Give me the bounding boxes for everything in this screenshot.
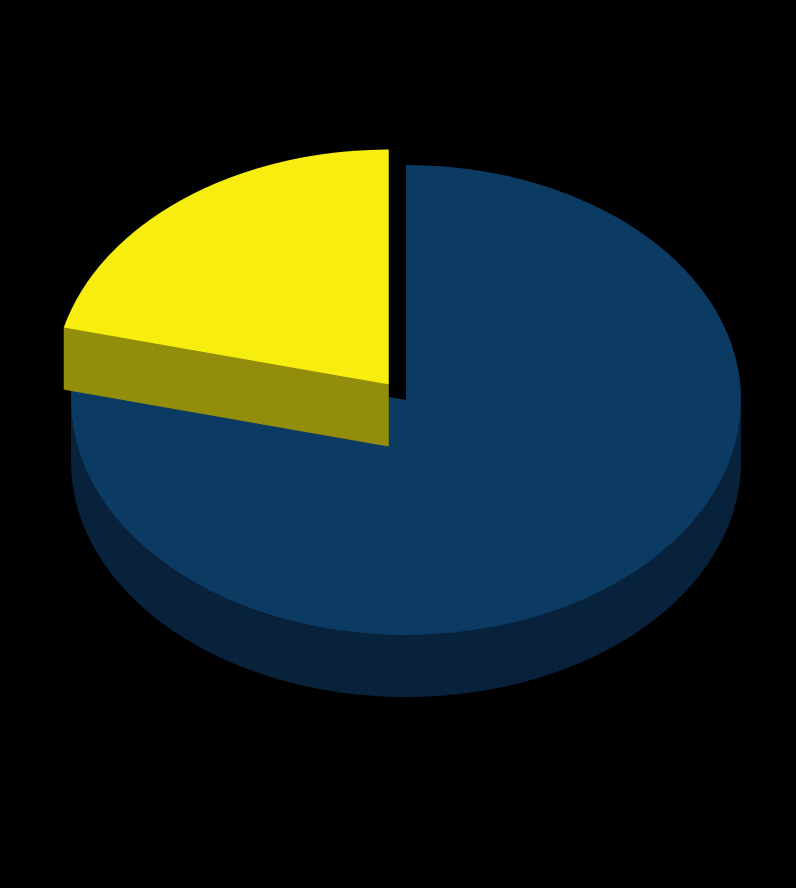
pie-chart-svg — [0, 0, 796, 888]
pie-chart-3d — [0, 0, 796, 888]
